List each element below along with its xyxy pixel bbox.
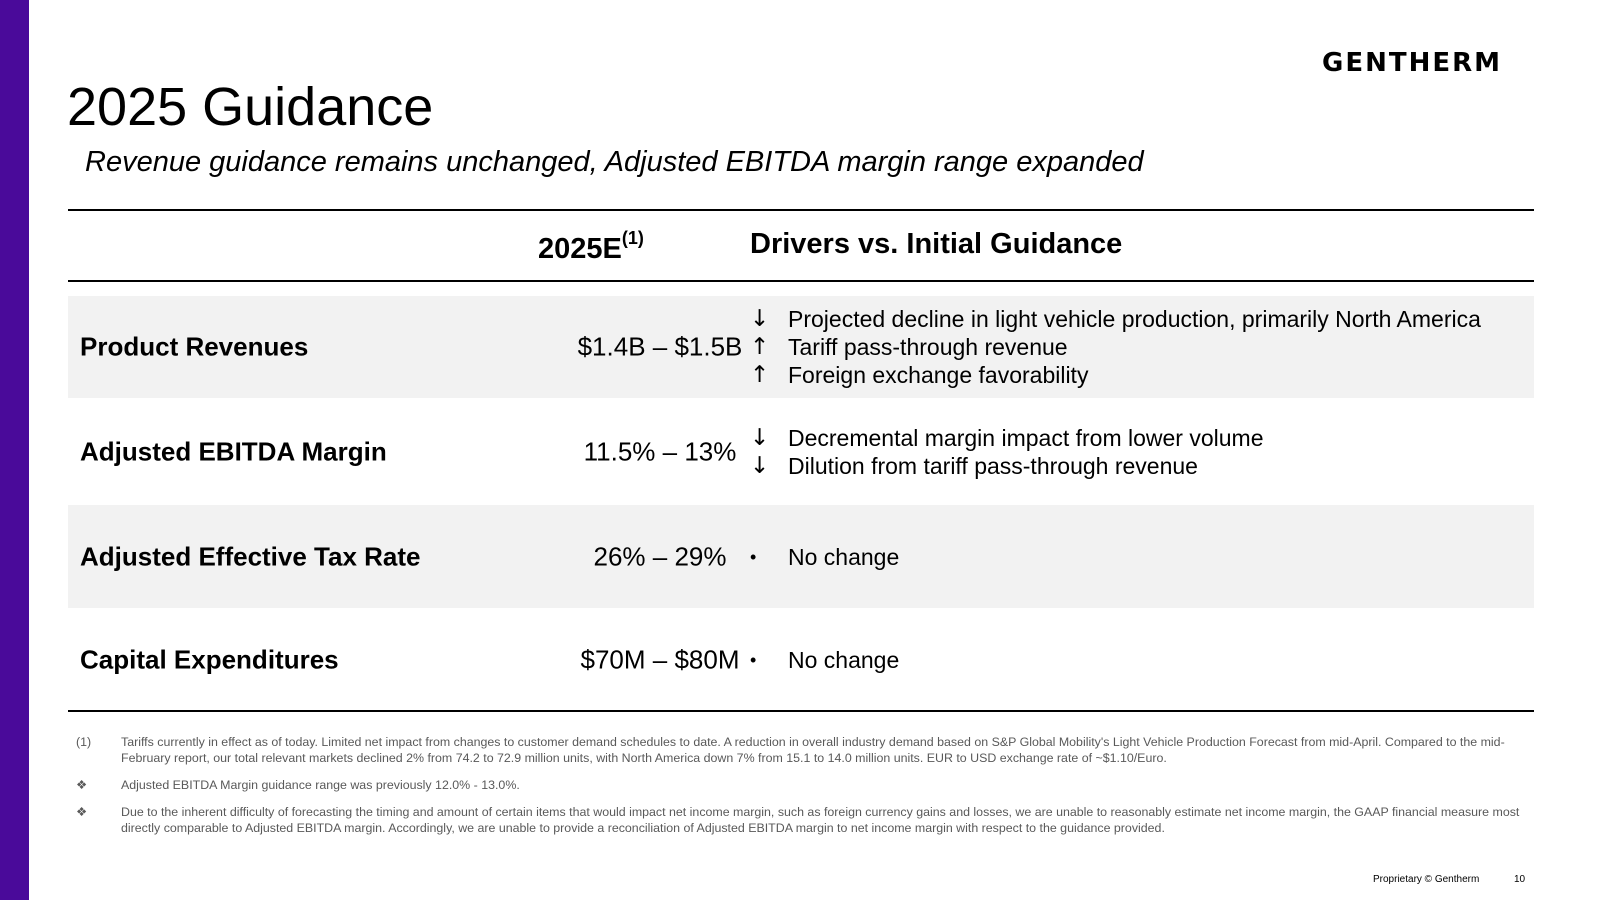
table-row-adjusted-ebitda-margin: Adjusted EBITDA Margin 11.5% – 13% ↓ Decr… [68, 398, 1534, 505]
accent-bar [0, 0, 29, 900]
arrow-down-icon: ↓ [750, 306, 770, 332]
drivers-list: • No change [750, 543, 899, 571]
arrow-down-icon: ↓ [750, 425, 770, 451]
metric-label: Capital Expenditures [80, 644, 339, 675]
metric-value: 26% – 29% [593, 541, 727, 572]
table-row-adjusted-effective-tax-rate: Adjusted Effective Tax Rate 26% – 29% • N… [68, 505, 1534, 608]
table-row-product-revenues: Product Revenues $1.4B – $1.5B ↓ Projecte… [68, 296, 1534, 398]
footnote-marker: (1) [76, 735, 92, 749]
driver-item: • No change [750, 544, 900, 570]
page-subtitle: Revenue guidance remains unchanged, Adju… [85, 146, 1144, 178]
bullet-icon: • [750, 650, 757, 670]
metric-label: Adjusted Effective Tax Rate [80, 541, 421, 572]
metric-value: $70M – $80M [580, 644, 740, 675]
arrow-up-icon: ↑ [750, 362, 770, 388]
drivers-list: ↓ Projected decline in light vehicle prod… [750, 305, 1481, 389]
footnote-item: ❖ Due to the inherent difficulty of forec… [76, 805, 1520, 835]
column-header-drivers: Drivers vs. Initial Guidance [750, 228, 1123, 260]
driver-item: ↓ Projected decline in light vehicle prod… [750, 306, 1481, 332]
footnote-item: ❖ Adjusted EBITDA Margin guidance range w… [76, 778, 520, 792]
arrow-down-icon: ↓ [750, 453, 770, 479]
driver-item: ↓ Dilution from tariff pass-through reven… [750, 453, 1198, 479]
driver-item: ↓ Decremental margin impact from lower vo… [750, 425, 1264, 451]
drivers-list: • No change [750, 646, 899, 674]
table-row-capital-expenditures: Capital Expenditures $70M – $80M • No cha… [68, 608, 1534, 711]
diamond-bullet-icon: ❖ [76, 778, 88, 792]
page-title: 2025 Guidance [67, 77, 434, 137]
bullet-icon: • [750, 547, 757, 567]
footnote-ref: (1) [621, 228, 644, 248]
gentherm-logo: GENTHERM [1321, 48, 1502, 78]
proprietary-notice: Proprietary © Gentherm [1373, 874, 1480, 885]
page-number: 10 [1514, 874, 1526, 885]
footnotes: (1) Tariffs currently in effect as of tod… [76, 734, 1536, 847]
drivers-list: ↓ Decremental margin impact from lower vo… [750, 424, 1264, 480]
footnote-item: (1) Tariffs currently in effect as of tod… [76, 735, 1505, 765]
driver-item: ↑ Foreign exchange favorability [750, 362, 1089, 388]
table-top-rule [68, 209, 1534, 211]
diamond-bullet-icon: ❖ [76, 805, 88, 819]
metric-value: 11.5% – 13% [583, 436, 737, 467]
arrow-up-icon: ↑ [750, 334, 770, 360]
header-bottom-rule [68, 280, 1534, 282]
column-header-2025e: 2025E(1) [538, 228, 644, 265]
metric-label: Product Revenues [80, 331, 309, 362]
driver-item: ↑ Tariff pass-through revenue [750, 334, 1068, 360]
table-bottom-rule [68, 710, 1534, 712]
metric-label: Adjusted EBITDA Margin [80, 436, 387, 467]
driver-item: • No change [750, 647, 900, 673]
metric-value: $1.4B – $1.5B [577, 331, 743, 362]
